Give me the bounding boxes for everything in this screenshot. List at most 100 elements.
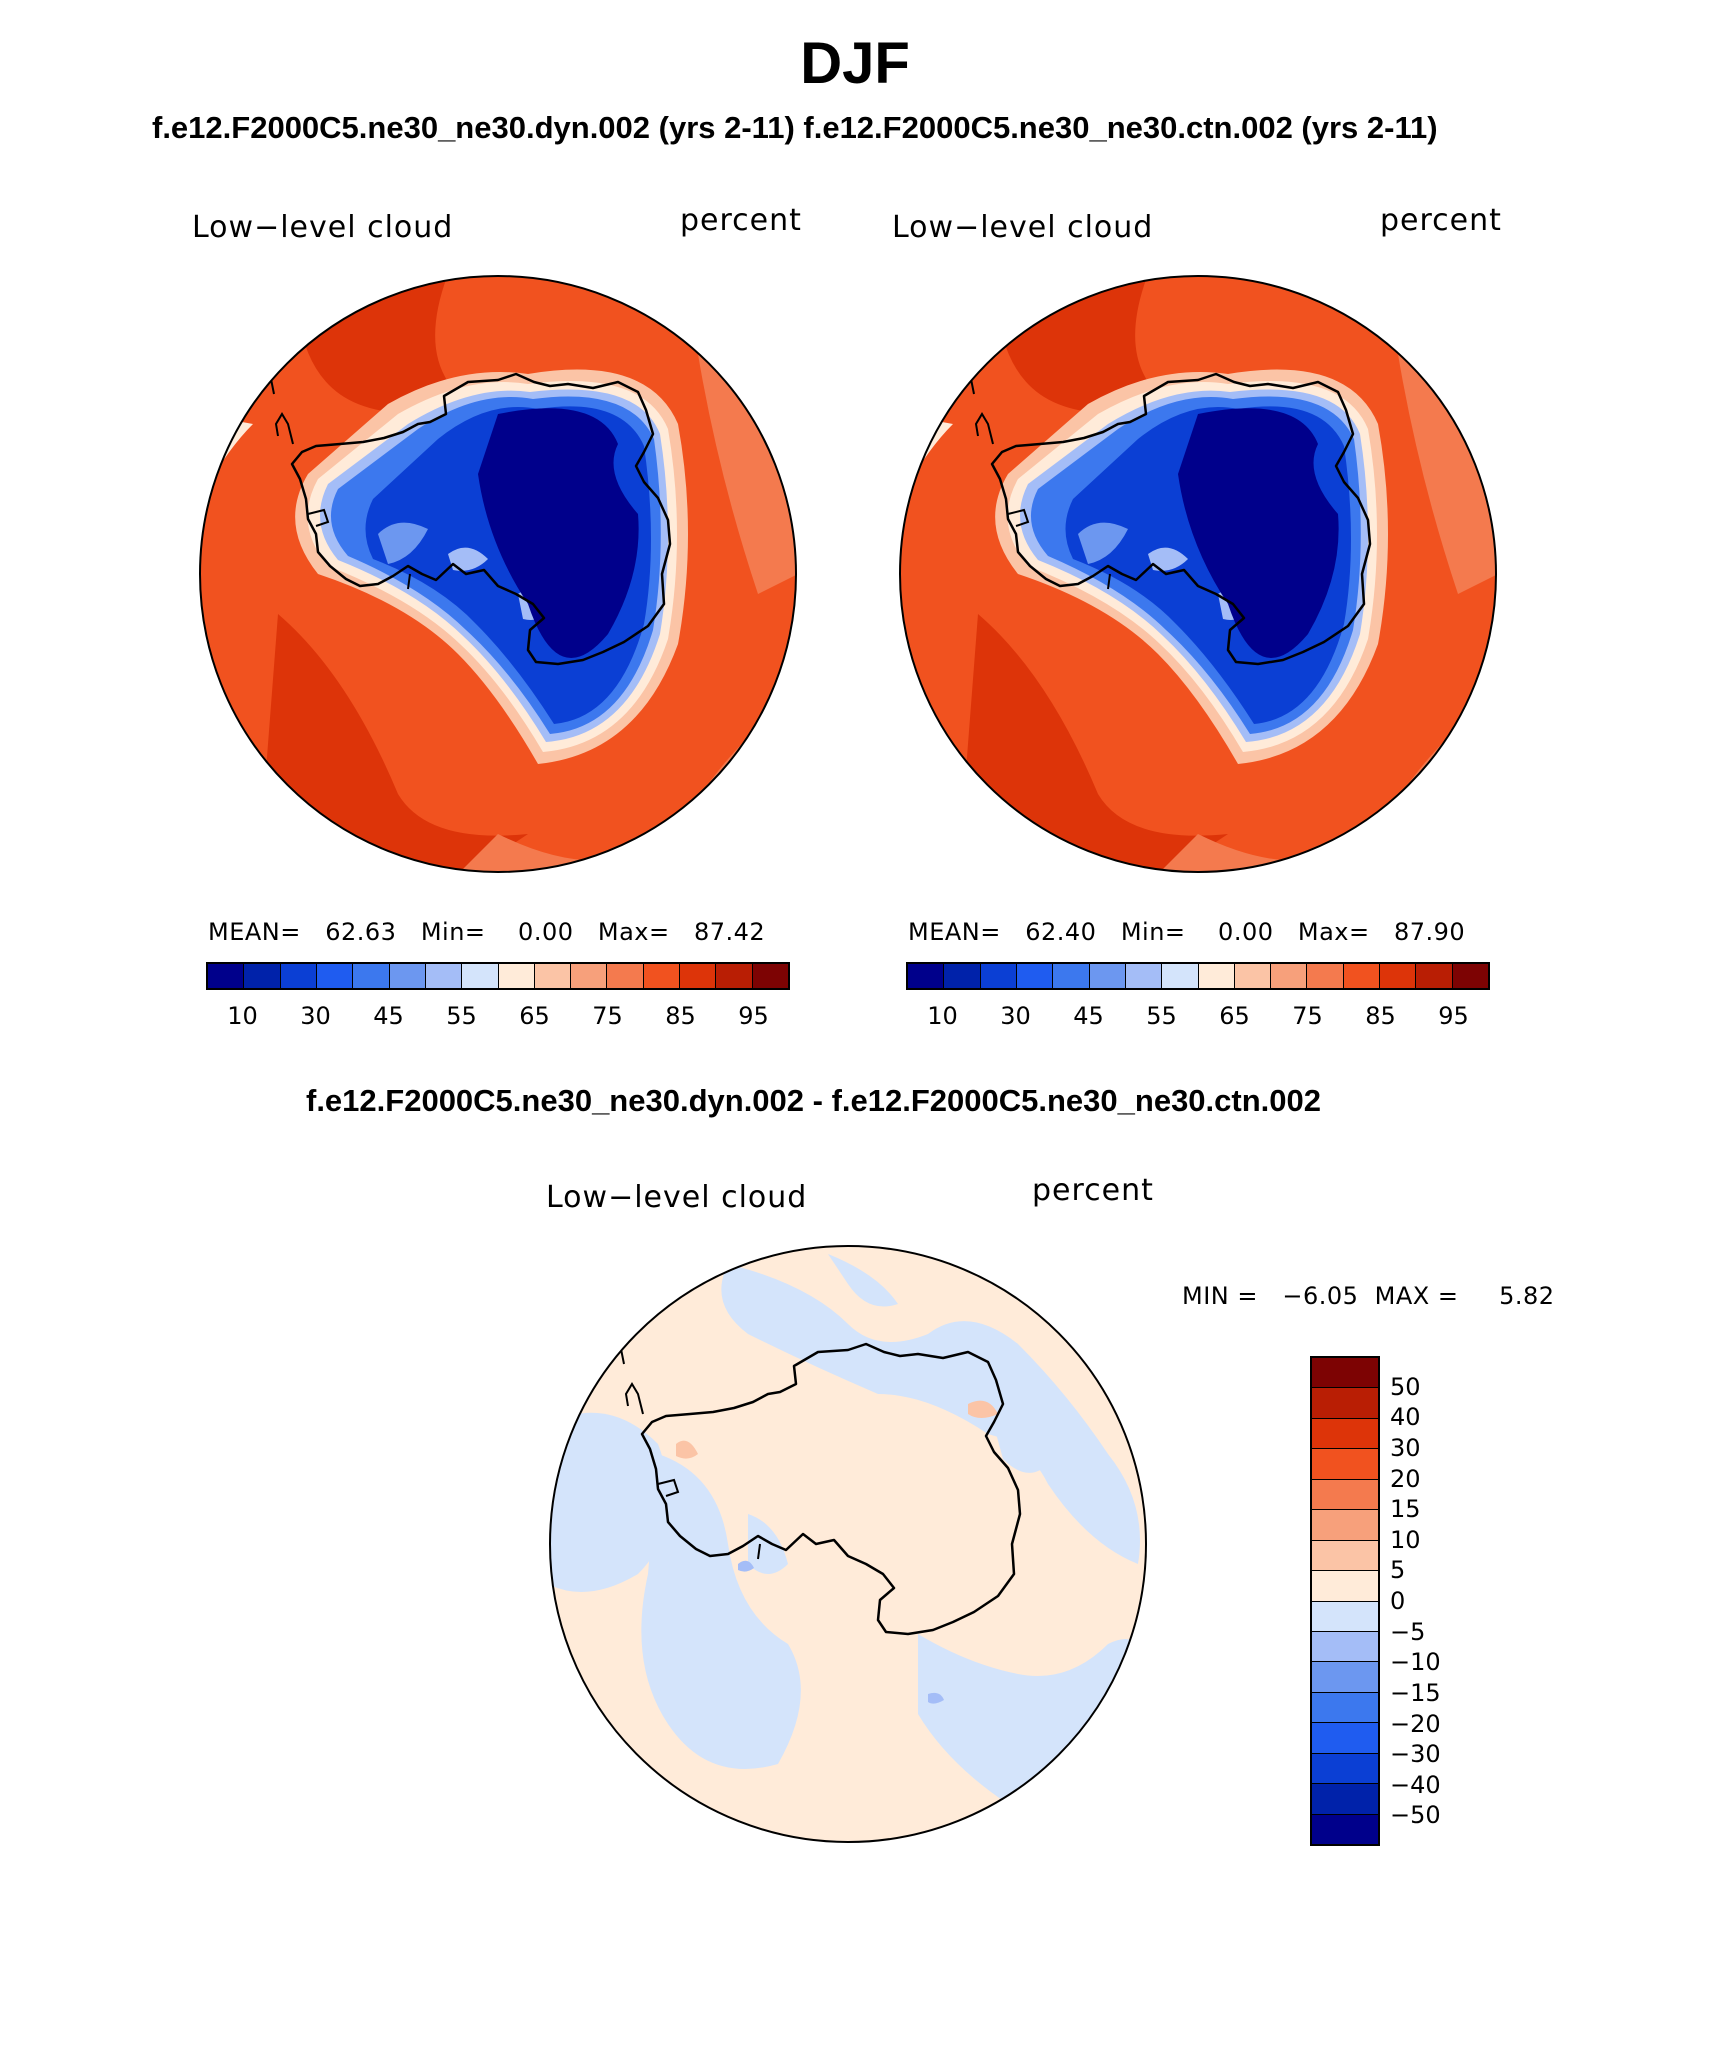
colorbar-swatch (1312, 1692, 1378, 1724)
panel1-units-label: percent (680, 203, 802, 238)
colorbar-swatch (1312, 1388, 1378, 1419)
panel1-colorbar-ticks: 10 30 45 55 65 75 85 95 (206, 1002, 790, 1032)
colorbar-swatch (1343, 964, 1381, 988)
colorbar-swatch (1312, 1449, 1378, 1480)
colorbar-swatch (244, 964, 281, 988)
diff-stats: MIN = −6.05 MAX = 5.82 (1182, 1282, 1555, 1310)
colorbar-swatch (944, 964, 981, 988)
colorbar-tick-label: 45 (373, 1002, 404, 1030)
colorbar-tick-label: 65 (1219, 1002, 1250, 1030)
diff-colorbar-ticks: 50 40 30 20 15 10 5 0 −5 −10 −15 −20 −30 −40 −50 (1390, 1356, 1470, 1846)
colorbar-tick-label: 55 (1146, 1002, 1177, 1030)
colorbar-tick-label: 30 (300, 1002, 331, 1030)
colorbar-swatch (1312, 1571, 1378, 1602)
diff-colorbar (1310, 1356, 1380, 1846)
colorbar-swatch (716, 964, 753, 988)
colorbar-tick-label: −15 (1390, 1678, 1441, 1707)
colorbar-swatch (1198, 964, 1235, 988)
colorbar-swatch (1271, 964, 1308, 988)
colorbar-swatch (1312, 1662, 1378, 1693)
colorbar-swatch (1016, 964, 1054, 988)
panel2-colorbar (906, 962, 1490, 990)
colorbar-swatch (1312, 1814, 1378, 1844)
colorbar-swatch (280, 964, 317, 988)
colorbar-swatch (462, 964, 499, 988)
colorbar-tick-label: 10 (1390, 1525, 1421, 1554)
colorbar-swatch (316, 964, 354, 988)
colorbar-swatch (1312, 1631, 1378, 1663)
colorbar-tick-label: −30 (1390, 1740, 1441, 1769)
colorbar-tick-label: 95 (1438, 1002, 1469, 1030)
colorbar-swatch (1380, 964, 1417, 988)
colorbar-tick-label: 45 (1073, 1002, 1104, 1030)
colorbar-tick-label: 65 (519, 1002, 550, 1030)
colorbar-swatch (752, 964, 788, 988)
colorbar-swatch (208, 964, 245, 988)
colorbar-tick-label: 95 (738, 1002, 769, 1030)
colorbar-swatch (643, 964, 681, 988)
colorbar-swatch (1162, 964, 1199, 988)
diff-units-label: percent (1032, 1173, 1154, 1208)
colorbar-swatch (1312, 1418, 1378, 1450)
colorbar-swatch (980, 964, 1017, 988)
colorbar-swatch (1452, 964, 1488, 988)
colorbar-swatch (1312, 1784, 1378, 1815)
colorbar-tick-label: 30 (1390, 1433, 1421, 1462)
colorbar-tick-label: 55 (446, 1002, 477, 1030)
panel1-colorbar (206, 962, 790, 990)
colorbar-swatch (680, 964, 717, 988)
colorbar-tick-label: 10 (227, 1002, 258, 1030)
colorbar-swatch (1312, 1753, 1378, 1785)
colorbar-swatch (607, 964, 644, 988)
panel2-map (899, 275, 1497, 873)
panel1-variable-label: Low−level cloud (192, 210, 454, 245)
colorbar-swatch (1312, 1358, 1378, 1389)
colorbar-swatch (498, 964, 535, 988)
panel2-units-label: percent (1380, 203, 1502, 238)
colorbar-tick-label: 50 (1390, 1372, 1421, 1401)
colorbar-tick-label: 0 (1390, 1587, 1406, 1615)
colorbar-tick-label: −50 (1390, 1801, 1441, 1830)
colorbar-swatch (1234, 964, 1272, 988)
page-title: DJF (800, 31, 910, 96)
panel1-map (199, 275, 797, 873)
colorbar-swatch (425, 964, 463, 988)
colorbar-tick-label: −40 (1390, 1770, 1441, 1799)
colorbar-tick-label: 85 (1365, 1002, 1396, 1030)
panel2-stats: MEAN= 62.40 Min= 0.00 Max= 87.90 (908, 918, 1466, 946)
colorbar-swatch (571, 964, 608, 988)
colorbar-swatch (389, 964, 426, 988)
colorbar-swatch (1312, 1601, 1378, 1632)
panel1-stats: MEAN= 62.63 Min= 0.00 Max= 87.42 (208, 918, 766, 946)
colorbar-tick-label: 75 (592, 1002, 623, 1030)
colorbar-swatch (1089, 964, 1126, 988)
colorbar-tick-label: −5 (1390, 1617, 1426, 1646)
colorbar-tick-label: 75 (1292, 1002, 1323, 1030)
colorbar-tick-label: 15 (1390, 1495, 1421, 1524)
diff-subtitle: f.e12.F2000C5.ne30_ne30.dyn.002 - f.e12.… (306, 1083, 1321, 1118)
colorbar-tick-label: 85 (665, 1002, 696, 1030)
diff-map (549, 1245, 1147, 1843)
colorbar-swatch (1312, 1479, 1378, 1511)
colorbar-tick-label: −20 (1390, 1709, 1441, 1738)
panel2-colorbar-ticks: 10 30 45 55 65 75 85 95 (906, 1002, 1490, 1032)
colorbar-tick-label: 5 (1390, 1556, 1406, 1585)
colorbar-swatch (1312, 1510, 1378, 1541)
colorbar-swatch (353, 964, 390, 988)
colorbar-tick-label: 20 (1390, 1464, 1421, 1493)
colorbar-swatch (1312, 1540, 1378, 1572)
colorbar-swatch (908, 964, 945, 988)
colorbar-tick-label: −10 (1390, 1648, 1441, 1677)
colorbar-tick-label: 40 (1390, 1403, 1421, 1432)
colorbar-tick-label: 10 (927, 1002, 958, 1030)
top-subtitle: f.e12.F2000C5.ne30_ne30.dyn.002 (yrs 2-1… (152, 110, 1438, 145)
colorbar-swatch (1312, 1723, 1378, 1754)
colorbar-swatch (534, 964, 572, 988)
panel2-variable-label: Low−level cloud (892, 210, 1154, 245)
colorbar-swatch (1416, 964, 1453, 988)
diff-variable-label: Low−level cloud (546, 1180, 808, 1215)
colorbar-tick-label: 30 (1000, 1002, 1031, 1030)
colorbar-swatch (1307, 964, 1344, 988)
colorbar-swatch (1053, 964, 1090, 988)
colorbar-swatch (1125, 964, 1163, 988)
